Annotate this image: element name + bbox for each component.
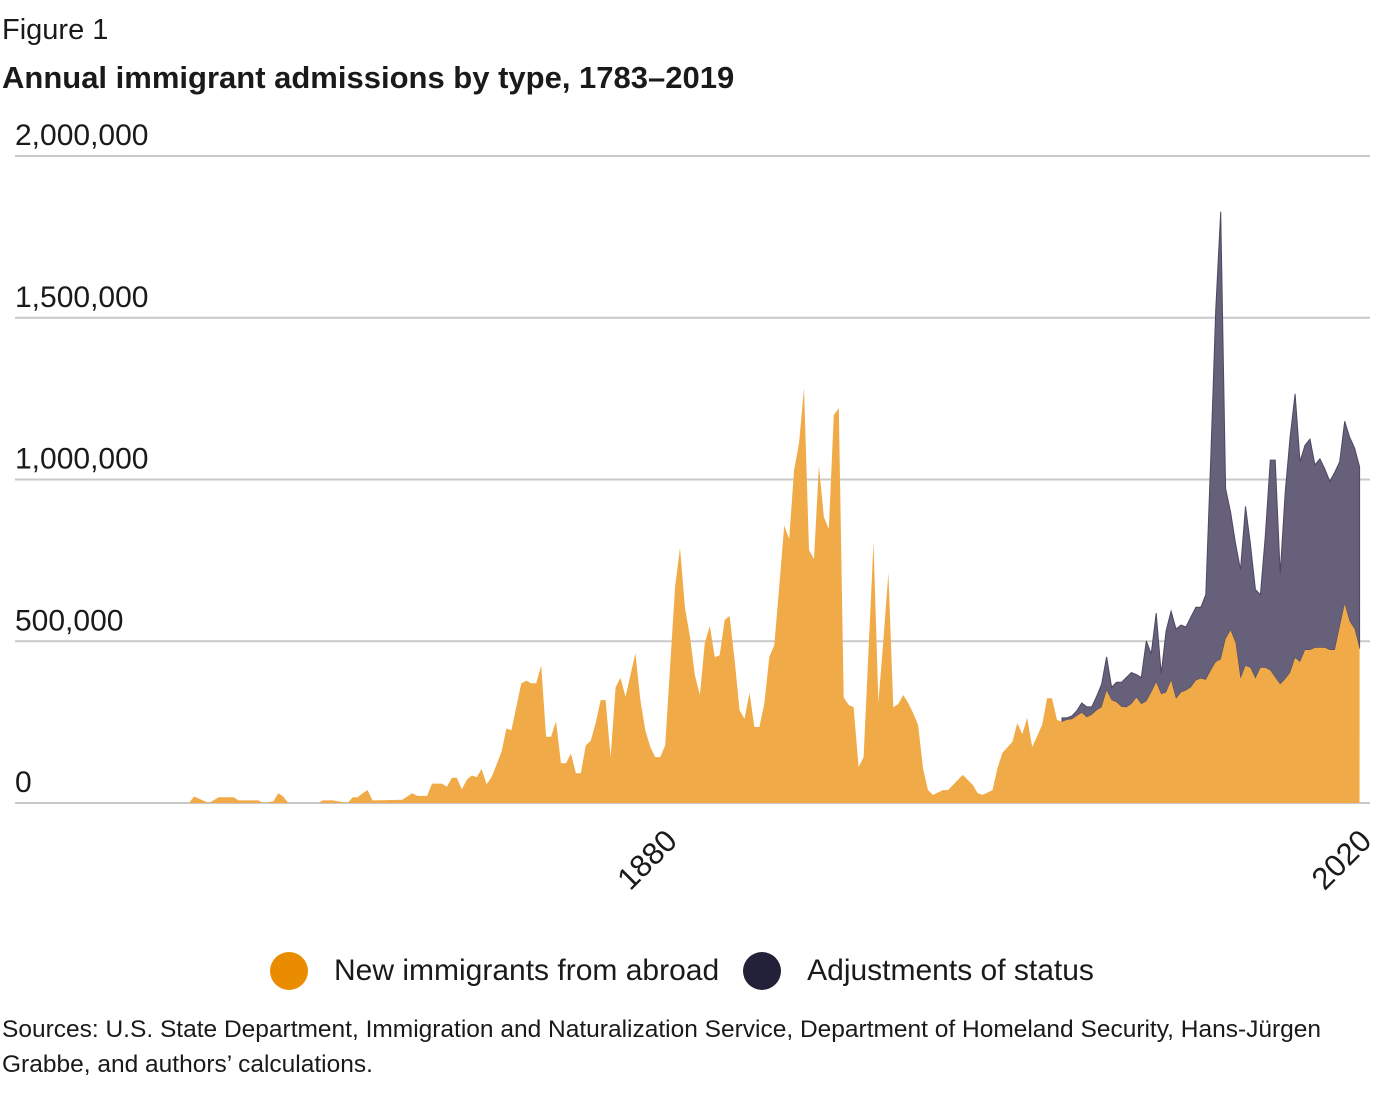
area-new-immigrants bbox=[189, 387, 1360, 803]
y-tick-label: 0 bbox=[15, 766, 32, 799]
area-adjustments-of-status bbox=[1061, 211, 1361, 723]
x-tick-label: 2020 bbox=[1305, 823, 1379, 897]
y-tick-label: 500,000 bbox=[15, 604, 123, 637]
legend-swatch-adjustments bbox=[743, 952, 782, 990]
legend-label-adjustments: Adjustments of status bbox=[807, 954, 1094, 987]
legend-swatch-new-immigrants bbox=[270, 952, 308, 990]
y-tick-label: 1,500,000 bbox=[15, 281, 148, 314]
figure-label: Figure 1 bbox=[2, 14, 109, 46]
y-tick-label: 1,000,000 bbox=[15, 443, 148, 476]
x-tick-label: 1880 bbox=[610, 823, 684, 897]
legend-item-adjustments: Adjustments of status bbox=[743, 952, 1094, 990]
legend: New immigrants from abroad Adjustments o… bbox=[270, 952, 1118, 990]
sources-note: Sources: U.S. State Department, Immigrat… bbox=[2, 1016, 1322, 1078]
legend-item-new-immigrants: New immigrants from abroad bbox=[270, 952, 719, 990]
y-tick-label: 2,000,000 bbox=[15, 119, 148, 152]
legend-label-new-immigrants: New immigrants from abroad bbox=[334, 954, 720, 987]
chart-title: Annual immigrant admissions by type, 178… bbox=[2, 60, 735, 95]
